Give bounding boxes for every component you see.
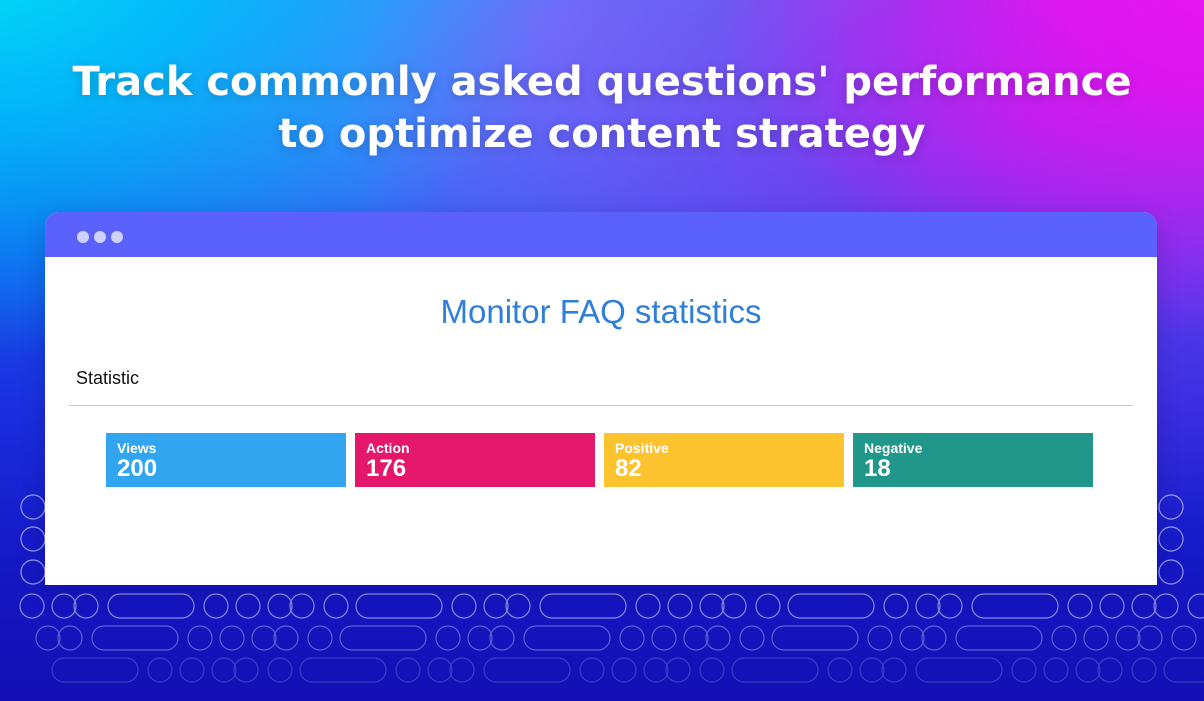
section-label-statistic: Statistic <box>76 368 140 388</box>
window-dot-icon[interactable] <box>77 231 89 243</box>
hero-headline: Track commonly asked questions' performa… <box>0 56 1204 160</box>
window-controls <box>77 231 123 243</box>
window-titlebar <box>45 212 1157 257</box>
browser-window: Monitor FAQ statistics Statistic Views 2… <box>45 212 1157 585</box>
window-content: Monitor FAQ statistics Statistic Views 2… <box>45 257 1157 585</box>
divider <box>69 405 1133 406</box>
stat-value: 82 <box>615 455 642 482</box>
stat-label: Positive <box>615 440 669 456</box>
stat-card-positive[interactable]: Positive 82 <box>604 433 844 487</box>
window-dot-icon[interactable] <box>111 231 123 243</box>
page-title: Monitor FAQ statistics <box>440 293 762 330</box>
stat-label: Views <box>117 440 157 456</box>
stats-row: Views 200 Action 176 Positive 82 Negativ… <box>106 433 1093 487</box>
stat-value: 176 <box>366 455 407 482</box>
pattern-row <box>19 593 1204 619</box>
window-dot-icon[interactable] <box>94 231 106 243</box>
stat-label: Negative <box>864 440 923 456</box>
stat-label: Action <box>366 440 410 456</box>
pattern-row <box>51 657 1204 683</box>
stat-value: 200 <box>117 455 158 482</box>
headline-line-1: Track commonly asked questions' performa… <box>72 59 1132 105</box>
stat-value: 18 <box>864 455 891 482</box>
stat-card-negative[interactable]: Negative 18 <box>853 433 1093 487</box>
stat-card-views[interactable]: Views 200 <box>106 433 346 487</box>
stat-card-action[interactable]: Action 176 <box>355 433 595 487</box>
headline-line-2: to optimize content strategy <box>278 111 926 157</box>
pattern-row <box>35 625 1197 651</box>
